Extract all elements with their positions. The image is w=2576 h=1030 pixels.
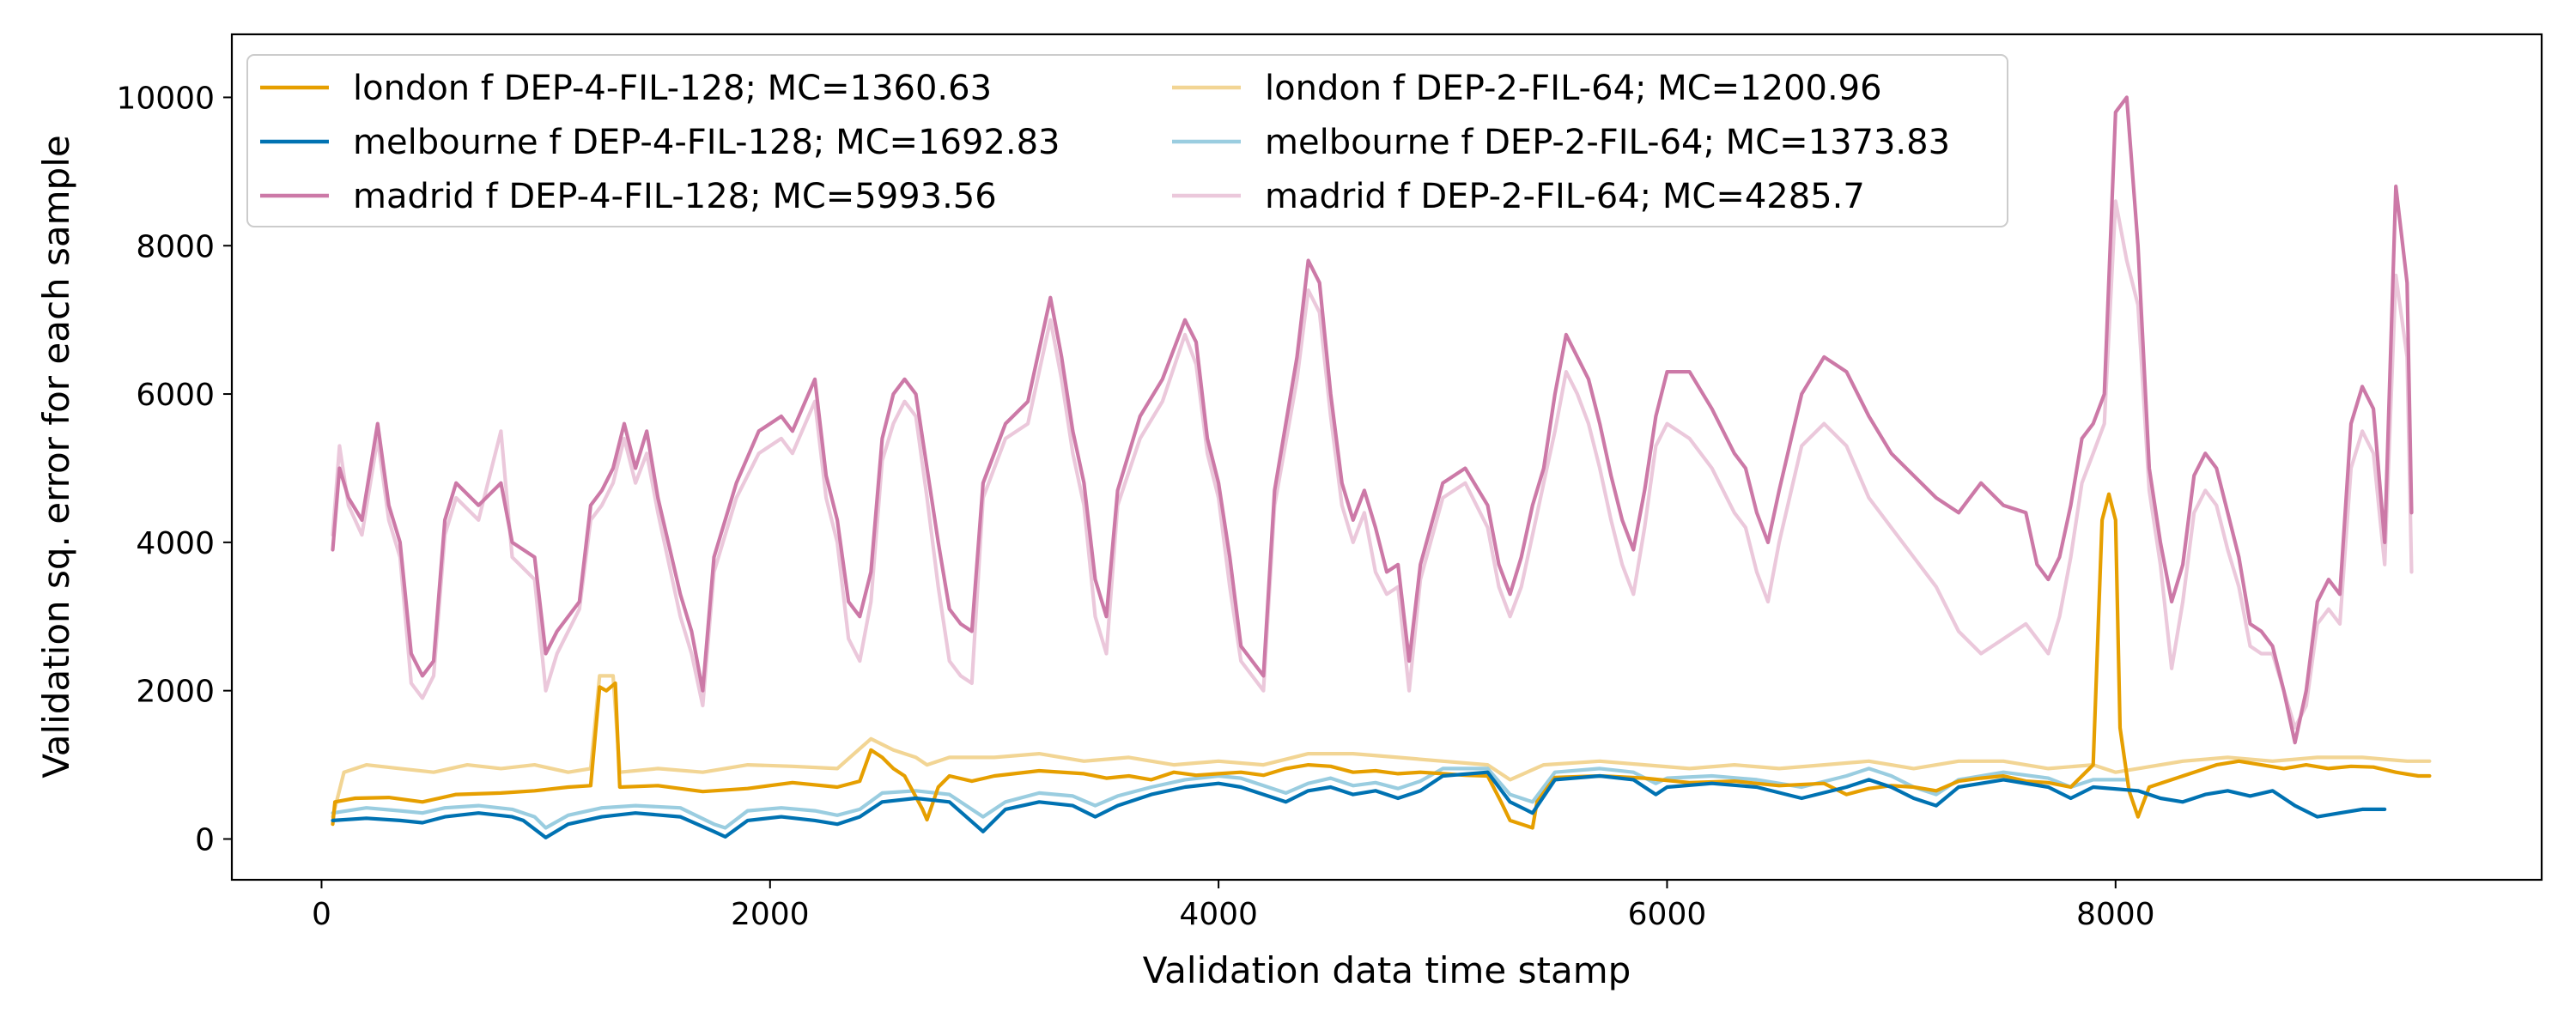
y-tick-label-5: 10000	[116, 81, 215, 116]
y-tick-label-2: 4000	[136, 526, 215, 561]
y-tick-label-3: 6000	[136, 378, 215, 413]
x-axis-ticks: 0 2000 4000 6000 8000	[312, 880, 2155, 932]
legend-label-4: melbourne f DEP-2-FIL-64; MC=1373.83	[1265, 123, 1950, 162]
series-line-2	[331, 95, 2414, 745]
legend-label-1: melbourne f DEP-4-FIL-128; MC=1692.83	[353, 123, 1060, 162]
series-layer	[331, 95, 2432, 839]
legend-label-0: london f DEP-4-FIL-128; MC=1360.63	[353, 69, 992, 108]
plot-frame	[230, 33, 2543, 882]
y-axis-label: Validation sq. error for each sample	[35, 135, 77, 778]
y-axis-ticks: 0 2000 4000 6000 8000 10000	[116, 81, 232, 857]
y-tick-label-4: 8000	[136, 229, 215, 264]
legend-label-3: london f DEP-2-FIL-64; MC=1200.96	[1265, 69, 1882, 108]
y-tick-label-1: 2000	[136, 675, 215, 710]
series-line-1	[331, 770, 2387, 839]
series-line-0	[331, 492, 2432, 830]
legend-label-5: madrid f DEP-2-FIL-64; MC=4285.7	[1265, 177, 1865, 216]
x-tick-label-4: 8000	[2076, 897, 2155, 932]
x-axis-label: Validation data time stamp	[1143, 949, 1631, 991]
legend-frame	[246, 54, 2008, 227]
legend-label-2: madrid f DEP-4-FIL-128; MC=5993.56	[353, 177, 997, 216]
x-tick-label-2: 4000	[1179, 897, 1258, 932]
x-tick-label-3: 6000	[1628, 897, 1707, 932]
x-tick-label-0: 0	[312, 897, 331, 932]
series-line-5	[331, 199, 2414, 730]
y-tick-label-0: 0	[195, 822, 215, 857]
series-line-4	[331, 766, 2129, 830]
legend: london f DEP-4-FIL-128; MC=1360.63 melbou…	[246, 54, 2008, 227]
x-tick-label-1: 2000	[731, 897, 810, 932]
